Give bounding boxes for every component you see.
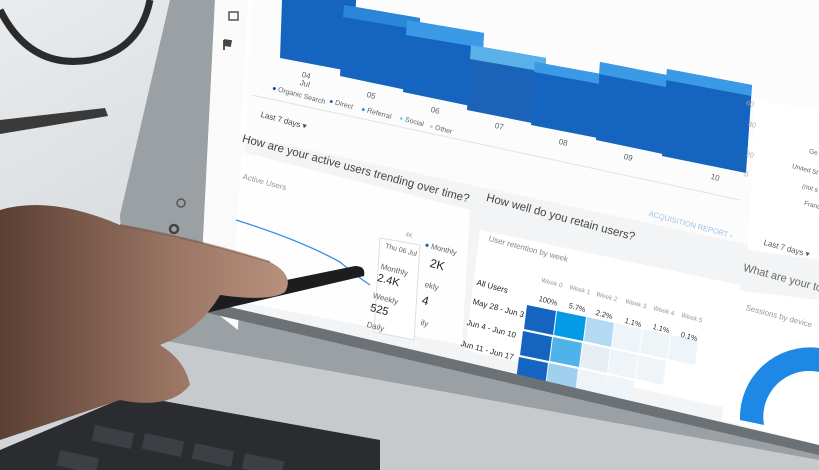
glasses xyxy=(0,0,154,65)
cell xyxy=(520,331,552,361)
lightbulb-icon xyxy=(176,198,186,208)
keyboard xyxy=(0,395,380,470)
bar-04 xyxy=(280,0,356,72)
cell xyxy=(524,305,556,335)
cell xyxy=(584,317,614,347)
cell xyxy=(554,311,586,341)
tooltip-box xyxy=(373,237,421,341)
bar-09-top xyxy=(599,62,682,90)
bar-05-top xyxy=(343,5,420,30)
flag-icon xyxy=(223,39,233,50)
hand xyxy=(0,205,288,440)
bar-10 xyxy=(662,69,752,173)
cell xyxy=(668,335,698,365)
bar-07-top xyxy=(470,45,546,72)
bar-08-top xyxy=(534,62,612,86)
cell xyxy=(550,337,582,367)
bar-06-top xyxy=(406,20,484,48)
bar-10-top xyxy=(666,69,752,96)
desk-pen xyxy=(0,108,108,134)
cell xyxy=(580,343,610,373)
dashboard-icon xyxy=(228,11,239,21)
retention-heatmap xyxy=(516,305,698,405)
cell xyxy=(612,323,642,353)
cell xyxy=(636,355,666,385)
active-users-line xyxy=(235,219,371,286)
cell xyxy=(640,329,670,359)
cell xyxy=(608,349,638,379)
gear-icon xyxy=(168,223,180,235)
donut-chart xyxy=(739,347,819,425)
